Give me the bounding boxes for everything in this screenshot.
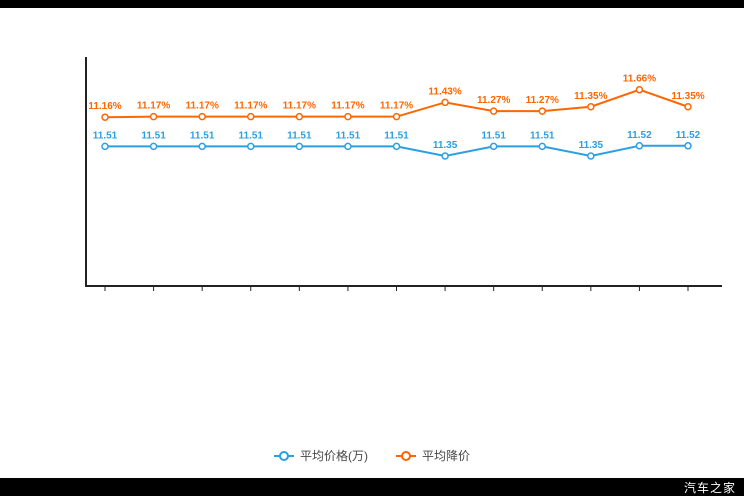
data-label: 11.35% [574,91,607,102]
data-point [149,112,158,121]
data-point [635,142,644,150]
data-label: 11.16% [88,101,121,112]
data-point [441,98,449,107]
data-point [198,142,206,151]
data-label: 11.17% [185,101,218,112]
data-label: 11.17% [283,101,316,112]
data-point [538,142,546,151]
data-label: 11.51 [336,130,361,141]
data-point [247,142,255,151]
data-label: 11.35 [579,140,604,151]
watermark-autohome: 汽车之家 [683,480,736,495]
data-label: 11.51 [287,130,312,141]
data-point [392,142,401,151]
avg-discount-legend-icon [395,450,416,461]
data-point [295,142,304,151]
data-label: 11.52 [676,130,701,141]
data-point [441,152,449,160]
data-label: 11.51 [481,130,506,141]
data-point [295,112,304,121]
data-point [587,152,595,160]
data-point [635,85,644,94]
data-point [684,142,692,150]
data-point [101,113,109,121]
data-label: 11.51 [190,130,215,141]
data-point [101,142,109,151]
data-label: 11.43% [428,86,461,97]
data-label: 11.51 [93,130,118,141]
data-point [489,107,498,115]
data-label: 11.51 [239,130,264,141]
top-border-bar [0,0,744,8]
data-point [587,103,595,111]
legend-item-avg-price[interactable]: 平均价格(万) [273,447,368,464]
data-label: 11.17% [234,101,267,112]
legend-item-avg-discount[interactable]: 平均降价 [395,447,470,464]
data-label: 11.17% [331,101,364,112]
data-label: 11.17% [137,101,170,112]
data-point [198,112,206,121]
data-point [489,142,498,151]
bottom-border-bar: 汽车之家 [0,478,744,496]
data-label: 11.17% [380,101,413,112]
data-label: 11.51 [384,130,409,141]
data-point [344,142,352,151]
data-label: 11.35% [671,91,704,102]
legend-label-avg-price: 平均价格(万) [299,449,368,463]
data-label: 11.52 [627,130,652,141]
data-point [684,103,692,111]
legend-label-avg-discount: 平均降价 [421,449,470,463]
data-point [344,112,352,121]
data-point [538,107,546,115]
data-label: 11.27% [477,95,510,106]
data-label: 11.35 [433,140,458,151]
data-label: 11.27% [526,95,559,106]
data-label: 11.51 [530,130,555,141]
price-trend-chart: 11.51 11.51 11.51 11.51 11.51 11.51 11.51 11.35… [85,57,722,291]
avg-price-legend-icon [273,450,294,461]
chart-legend: 平均价格(万) 平均降价 [0,447,744,464]
data-point [247,112,255,121]
data-label: 11.66% [623,74,656,85]
data-label: 11.51 [141,130,166,141]
data-point [392,112,401,121]
data-point [149,142,158,151]
